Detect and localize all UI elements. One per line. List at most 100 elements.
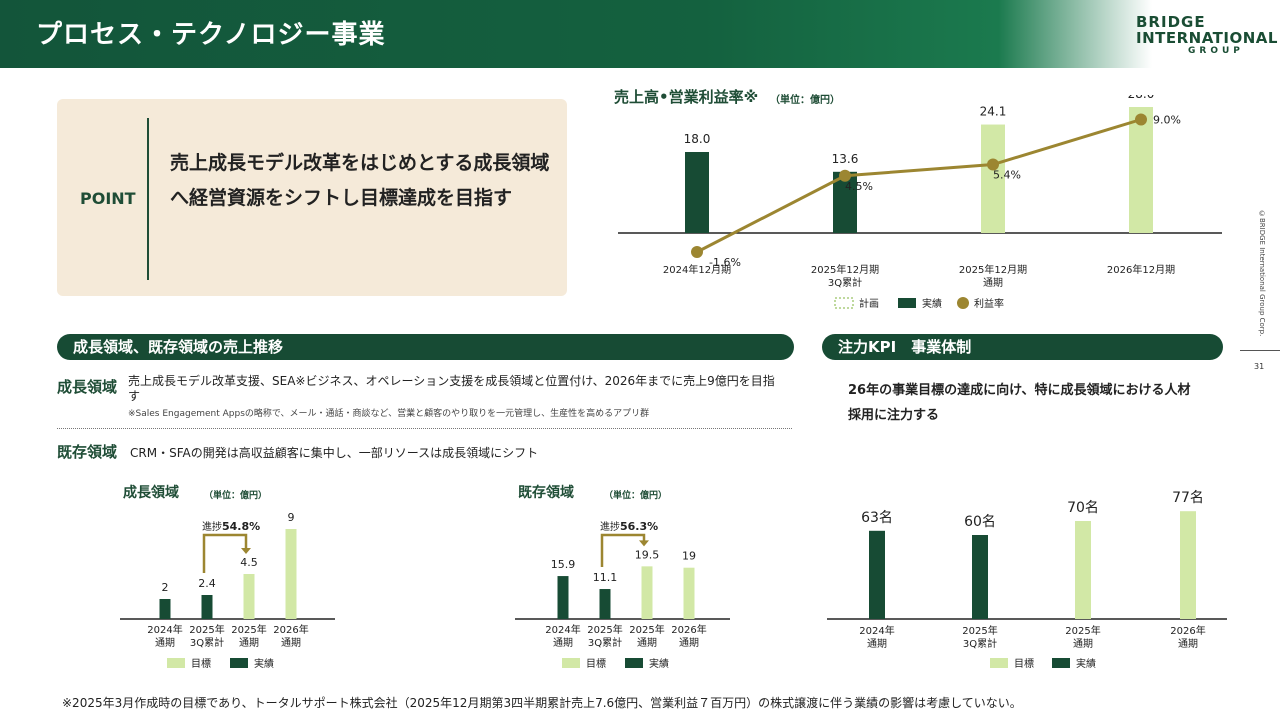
chart-bar (641, 566, 653, 619)
growth-region-title: 成長領域 (57, 378, 118, 396)
progress-arrowhead (639, 540, 649, 547)
existing-chart-unit: （単位：億円） (604, 491, 668, 501)
chart-category-label: 2025年通期 (231, 623, 266, 649)
top-chart-bar (981, 124, 1005, 233)
page-title: プロセス・テクノロジー事業 (36, 20, 386, 50)
existing-chart-title: 既存領域 (518, 485, 574, 501)
chart-category-label: 2025年通期 (629, 623, 664, 649)
top-chart-bar (833, 171, 857, 233)
progress-bracket (600, 533, 646, 568)
chart-category-label: 2025年 3Q累計 (587, 623, 622, 649)
chart-value-label: 4.5 (240, 556, 258, 569)
top-chart-rate-point (691, 246, 703, 258)
legend-actual-swatch (625, 658, 643, 668)
top-chart-rate-point (987, 158, 999, 171)
legend-target-swatch (562, 658, 580, 668)
chart-value-label: 15.9 (551, 558, 576, 571)
chart-bar (285, 529, 297, 619)
logo-line2: INTERNATIONAL (1136, 29, 1278, 47)
kpi-chart-category-label: 2025年通期 (1065, 624, 1100, 650)
kpi-chart-value-label: 63名 (861, 510, 893, 526)
legend-plan-swatch (834, 297, 854, 309)
chart-value-label: 19.5 (635, 548, 660, 561)
kpi-chart-category-label: 2024年通期 (859, 624, 894, 650)
kpi-chart-bar (972, 535, 988, 619)
top-chart-rate-label: 9.0% (1153, 114, 1181, 127)
copyright: ©BRIDGE International Group Corp. (1258, 210, 1266, 337)
chart-value-label: 11.1 (593, 571, 618, 584)
chart-bar (557, 576, 569, 619)
progress-label: 進捗56.3% (600, 520, 658, 533)
growth-region-desc: 売上成長モデル改革支援、SEA※ビジネス、オペレーション支援を成長領域と位置付け… (128, 374, 775, 403)
chart-bar (243, 574, 255, 619)
chart-category-label: 2026年通期 (273, 623, 308, 649)
legend-target-swatch (167, 658, 185, 668)
growth-region-note: ※Sales Engagement Appsの略称で、メール・通話・商談など、営… (128, 409, 650, 419)
kpi-chart-category-label: 2026年通期 (1170, 624, 1205, 650)
existing-region-title: 既存領域 (57, 443, 118, 461)
kpi-chart: 63名 2024年通期 60名 2025年 3Q累計 70名 2025年通期 77名 2026年… (827, 490, 1227, 670)
top-chart-category-label: 2025年12月期通期 (959, 263, 1027, 289)
chart-category-label: 2025年 3Q累計 (189, 623, 224, 649)
legend-rate-label: 利益率 (974, 297, 1004, 310)
growth-chart-title: 成長領域 (123, 485, 179, 501)
section-header-kpi: 注力KPI 事業体制 (822, 334, 1223, 360)
existing-region-desc: CRM・SFAの開発は高収益顧客に集中し、一部リソースは成長領域にシフト (130, 446, 539, 460)
page-number: 31 (1254, 362, 1265, 371)
top-chart-bar (1129, 107, 1153, 233)
kpi-chart-value-label: 70名 (1067, 500, 1099, 516)
top-chart-rate-point (839, 169, 851, 182)
top-chart-rate-label: 5.4% (993, 169, 1021, 182)
top-chart-value-label: 28.0 (1128, 95, 1155, 101)
progress-bracket (202, 533, 248, 573)
progress-arrowhead (241, 548, 251, 554)
legend-target-label: 目標 (1014, 657, 1034, 670)
kpi-chart-category-label: 2025年 3Q累計 (962, 624, 997, 650)
top-chart-title: 売上高•営業利益率※ (614, 88, 759, 106)
legend-actual-swatch (1052, 658, 1070, 668)
logo-line1: BRIDGE (1136, 13, 1206, 31)
legend-actual-label: 実績 (1076, 657, 1096, 670)
chart-bar (201, 595, 213, 619)
legend-rate-swatch (957, 297, 969, 309)
existing-chart: 15.9 2024年通期 11.1 2025年 3Q累計 19.5 2025年通期 19 202… (515, 520, 730, 670)
chart-category-label: 2026年通期 (671, 623, 706, 649)
chart-value-label: 2.4 (198, 577, 216, 590)
chart-bar (599, 589, 611, 619)
chart-bar (159, 599, 171, 619)
top-chart-unit: （単位：億円） (770, 95, 840, 106)
footnote: ※2025年3月作成時の目標であり、トータルサポート株式会社（2025年12月期… (62, 696, 1022, 710)
header-banner (0, 0, 1280, 68)
legend-actual-swatch (898, 298, 916, 308)
kpi-chart-value-label: 77名 (1172, 490, 1204, 506)
chart-value-label: 9 (288, 511, 295, 524)
kpi-chart-bar (869, 530, 885, 619)
chart-value-label: 19 (682, 550, 696, 563)
top-chart-rate-line (696, 118, 1142, 254)
top-chart-rate-label: 4.5% (845, 180, 873, 193)
legend-target-swatch (990, 658, 1008, 668)
top-chart: 18.0 2024年12月期 13.6 2025年12月期 3Q累計 24.1 2025年1… (618, 95, 1222, 310)
growth-chart-unit: （単位：億円） (204, 491, 268, 501)
top-chart-bar (685, 152, 709, 233)
point-text: 売上成長モデル改革をはじめとする成長領域へ経営資源をシフトし目標達成を目指す (170, 152, 550, 209)
kpi-text: 26年の事業目標の達成に向け、特に成長領域における人材採用に注力する (848, 383, 1191, 423)
legend-target-label: 目標 (191, 657, 211, 670)
legend-plan-label: 計画 (859, 297, 879, 310)
growth-chart: 2 2024年通期 2.4 2025年 3Q累計 4.5 2025年通期 9 2026年通期 進捗… (120, 511, 335, 670)
chart-category-label: 2024年通期 (147, 623, 182, 649)
logo-line3: GROUP (1188, 46, 1244, 56)
chart-category-label: 2024年通期 (545, 623, 580, 649)
top-chart-value-label: 24.1 (980, 105, 1007, 119)
kpi-chart-value-label: 60名 (964, 514, 996, 530)
top-chart-rate-label: -1.6% (709, 256, 741, 269)
dotted-divider (57, 428, 792, 429)
top-chart-category-label: 2025年12月期 3Q累計 (811, 263, 879, 289)
point-label: POINT (80, 189, 136, 208)
legend-actual-swatch (230, 658, 248, 668)
kpi-chart-bar (1180, 511, 1196, 619)
point-divider (147, 118, 149, 280)
chart-value-label: 2 (162, 581, 169, 594)
legend-actual-label: 実績 (254, 657, 274, 670)
section-header-growth-existing: 成長領域、既存領域の売上推移 (57, 334, 794, 360)
